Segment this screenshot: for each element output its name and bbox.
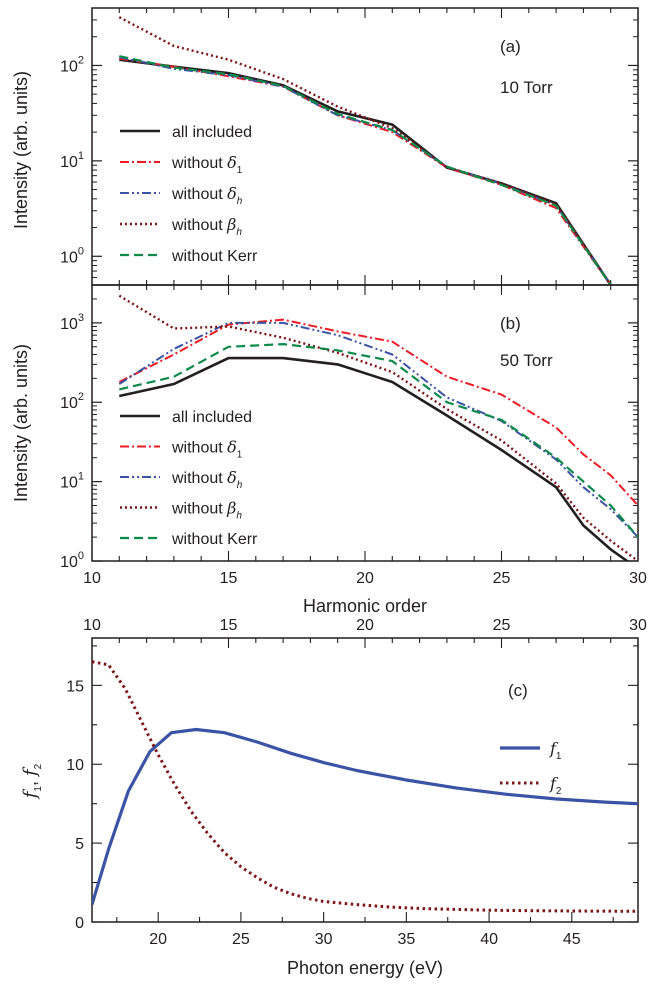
- y-tick-label: 102: [60, 54, 84, 75]
- legend-label-4: without βh: [171, 499, 242, 522]
- series-line-f1: [92, 727, 638, 906]
- series-line-4: [118, 294, 638, 561]
- y-tick-label: 101: [60, 471, 84, 492]
- panel-c-lines: [92, 660, 638, 913]
- x-tick-label: 20: [149, 931, 167, 948]
- panel-c-xlabel: Photon energy (eV): [287, 958, 443, 978]
- y-tick-label: 100: [60, 550, 84, 571]
- panel-c-ylabel: f1, f2: [20, 763, 44, 800]
- y-tick-label: 100: [60, 245, 84, 266]
- panel-a-label: (a): [500, 37, 521, 56]
- x-tick-label: 40: [480, 931, 498, 948]
- top-tick-label: 15: [220, 617, 238, 634]
- top-tick-label: 20: [356, 617, 374, 634]
- y-tick-label: 15: [66, 678, 84, 695]
- series-line-5: [119, 343, 638, 538]
- legend-label-f1: f1: [549, 739, 562, 762]
- legend-label-3: without δh: [171, 468, 243, 491]
- series-line-3: [118, 321, 638, 538]
- series-line-4: [118, 16, 612, 285]
- x-tick-label: 15: [220, 570, 238, 587]
- legend-label-2: without δ1: [171, 438, 243, 461]
- y-tick-label: 103: [60, 312, 84, 333]
- y-tick-label: 102: [60, 391, 84, 412]
- legend-label-1: all included: [172, 409, 252, 426]
- x-tick-label: 10: [83, 570, 101, 587]
- series-line-3: [119, 56, 612, 285]
- panel-b-xlabel: Harmonic order: [303, 596, 427, 616]
- x-tick-label: 25: [232, 931, 250, 948]
- x-tick-label: 30: [629, 570, 647, 587]
- panel-b-label: (b): [500, 314, 521, 333]
- y-tick-label: 101: [60, 150, 84, 171]
- x-tick-label: 35: [397, 931, 415, 948]
- x-tick-label: 45: [563, 931, 581, 948]
- panel-c-top-axis: 10 15 20 25 30: [83, 617, 647, 648]
- y-tick-label: 5: [75, 836, 84, 853]
- legend-label-1: all included: [172, 124, 252, 141]
- panel-b-legend: all included without δ1 without δh without …: [120, 409, 258, 548]
- panel-a-legend: all included without δ1 without δh without …: [120, 124, 258, 265]
- legend-label-f2: f2: [549, 774, 562, 797]
- panel-b-ylabel: Intensity (arb. units): [11, 344, 31, 502]
- panel-c-label: (c): [508, 681, 528, 700]
- legend-label-5: without Kerr: [171, 531, 258, 548]
- panel-c-legend: f1 f2: [500, 739, 562, 797]
- legend-label-4: without βh: [171, 215, 242, 238]
- top-tick-label: 30: [629, 617, 647, 634]
- legend-label-2: without δ1: [171, 153, 243, 176]
- series-line-5: [119, 55, 612, 285]
- y-tick-label: 0: [75, 915, 84, 932]
- panel-c-frame: [91, 637, 639, 923]
- panel-b-y-ticks: 100 101 102 103: [60, 298, 638, 571]
- panel-a-frame: [91, 7, 639, 286]
- x-tick-label: 30: [315, 931, 333, 948]
- panel-b: (b) 50 Torr Intensity (arb. units) Harmo…: [11, 284, 647, 616]
- panel-b-x-ticks: 10 15 20 25 30: [83, 285, 647, 587]
- legend-label-3: without δh: [171, 184, 243, 207]
- panel-a-condition: 10 Torr: [500, 78, 553, 97]
- series-line-1: [119, 356, 630, 561]
- series-line-f2: [92, 660, 638, 913]
- panel-b-condition: 50 Torr: [500, 351, 553, 370]
- panel-a: (a) 10 Torr Intensity (arb. units) 10010…: [11, 7, 639, 286]
- x-tick-label: 20: [356, 570, 374, 587]
- y-tick-label: 10: [66, 757, 84, 774]
- panel-a-x-ticks: [91, 8, 639, 285]
- series-line-2: [119, 57, 612, 285]
- panel-c-x-ticks: 20 25 30 35 40 45: [116, 912, 614, 948]
- top-tick-label: 25: [493, 617, 511, 634]
- panel-a-y-ticks: 100 101 102: [60, 19, 638, 278]
- panel-a-lines: [118, 16, 612, 285]
- top-tick-label: 10: [83, 617, 101, 634]
- panel-b-lines: [118, 294, 638, 561]
- panel-a-ylabel: Intensity (arb. units): [11, 71, 31, 229]
- legend-label-5: without Kerr: [171, 248, 258, 265]
- x-tick-label: 25: [493, 570, 511, 587]
